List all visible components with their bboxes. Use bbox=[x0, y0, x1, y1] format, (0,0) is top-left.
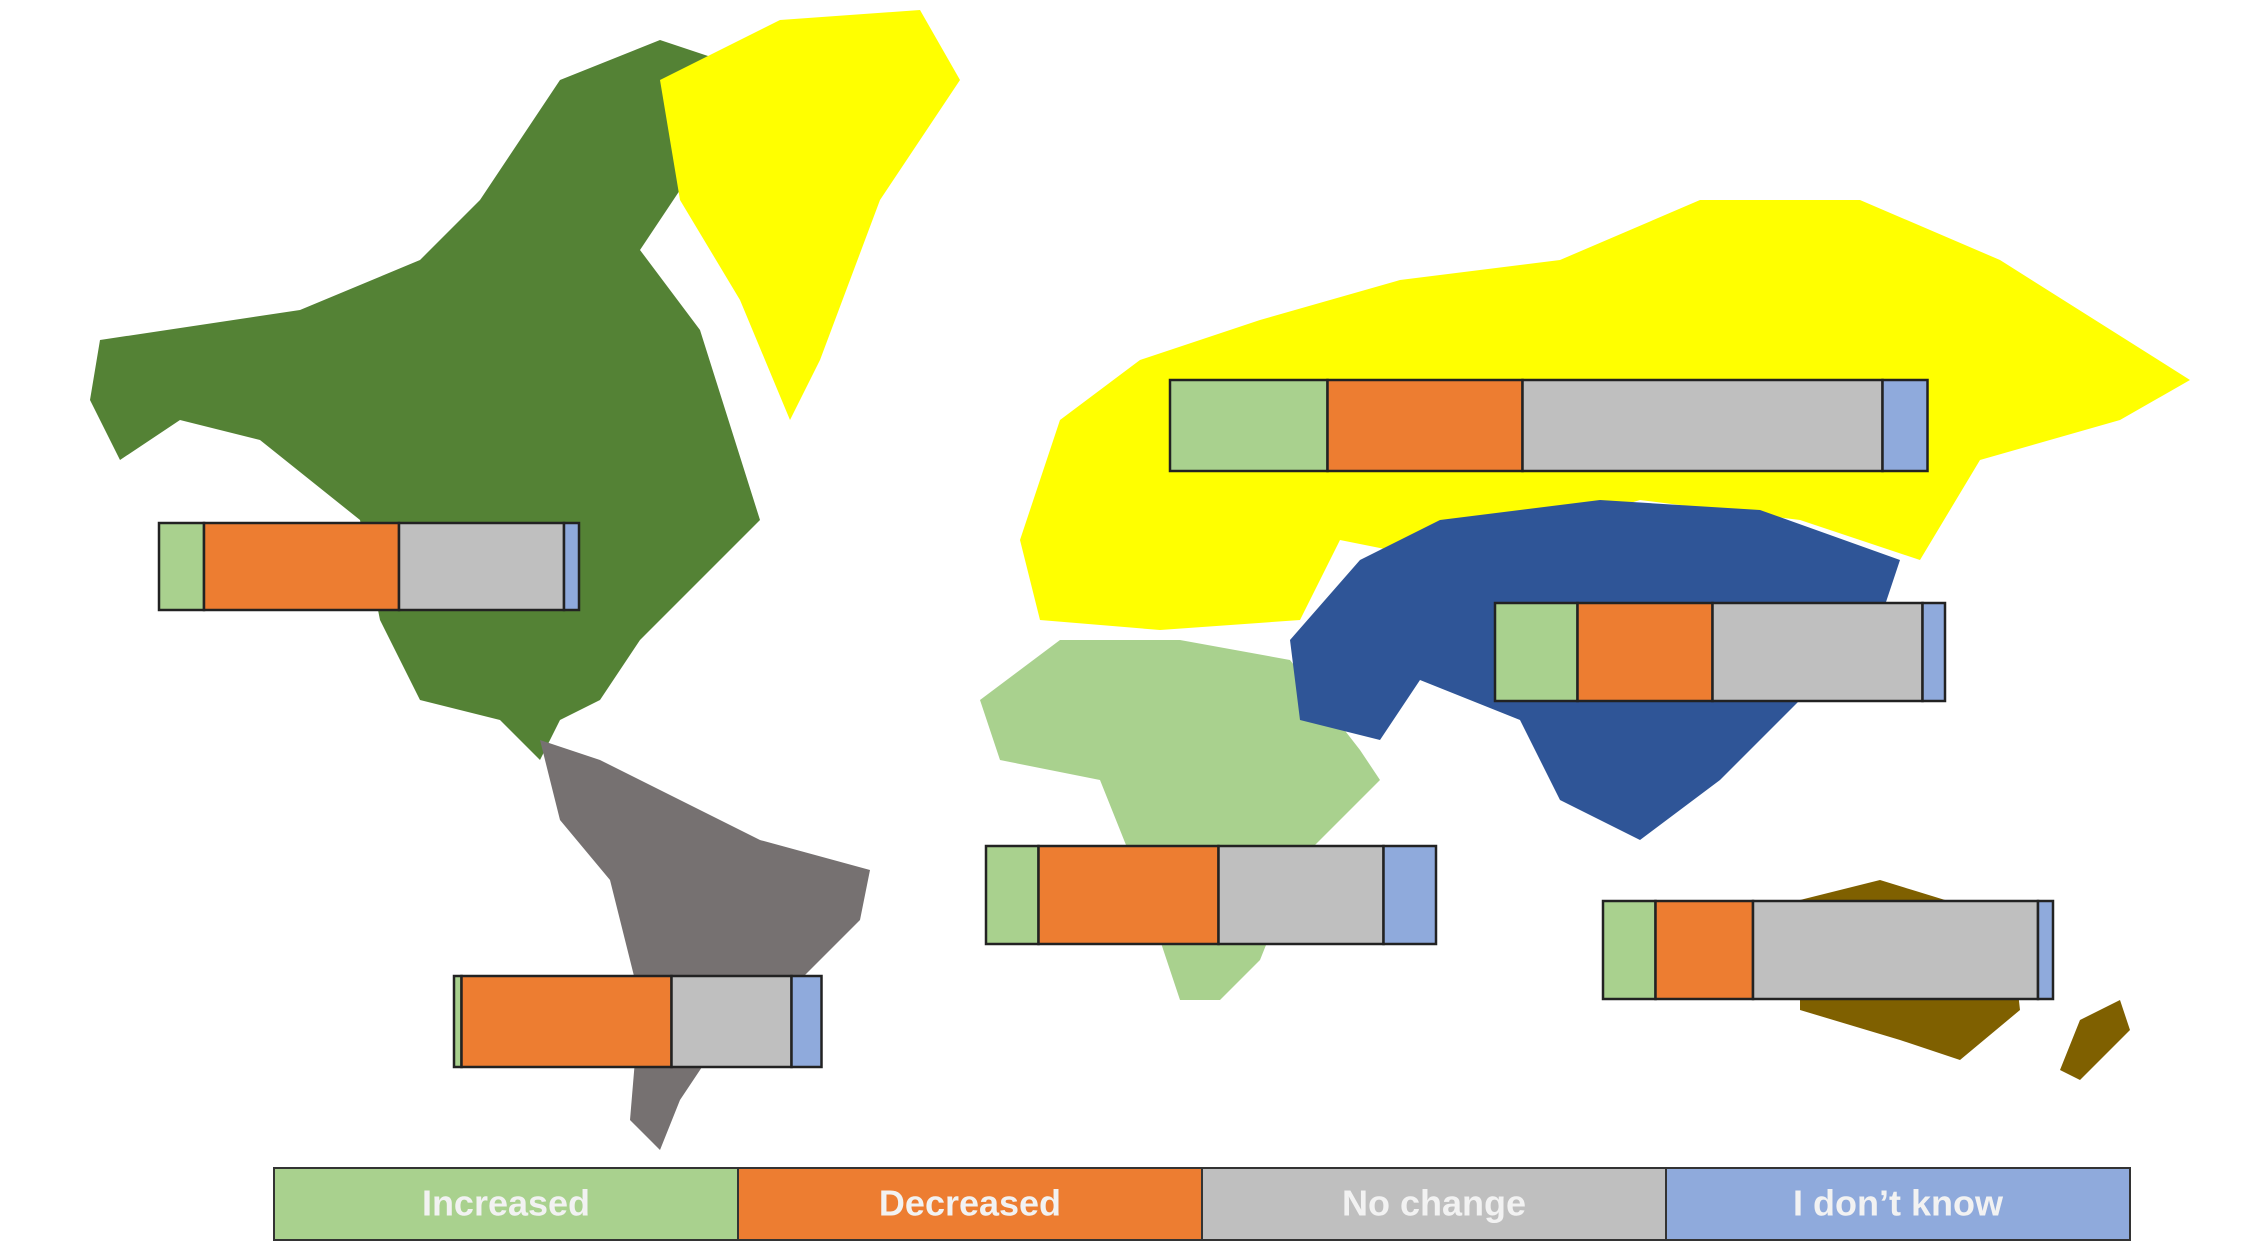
bar-segment bbox=[1881, 378, 1929, 473]
bar-segment bbox=[790, 974, 823, 1069]
bar-segment bbox=[1601, 899, 1657, 1001]
legend-label: No change bbox=[1342, 1183, 1526, 1224]
bar-segment bbox=[1382, 844, 1438, 946]
legend: Increased Decreased No change I don’t know bbox=[273, 1167, 2131, 1241]
bar-segment bbox=[1493, 601, 1579, 703]
bar-segment bbox=[1654, 899, 1755, 1001]
legend-swatch bbox=[273, 1167, 739, 1241]
bar-segment bbox=[460, 974, 673, 1069]
legend-label: Increased bbox=[422, 1183, 590, 1224]
bar-segment bbox=[1037, 844, 1220, 946]
bar-segment bbox=[1168, 378, 1329, 473]
bar-segment bbox=[1521, 378, 1884, 473]
bar-segment bbox=[202, 521, 401, 612]
bar-segment bbox=[984, 844, 1040, 946]
bar-segment bbox=[670, 974, 793, 1069]
legend-label: Decreased bbox=[879, 1183, 1061, 1224]
legend-swatch bbox=[1201, 1167, 1667, 1241]
bar-segment bbox=[1711, 601, 1924, 703]
bar-segment bbox=[1576, 601, 1714, 703]
greenland bbox=[660, 10, 960, 420]
bar-segment bbox=[1326, 378, 1524, 473]
south-america bbox=[540, 740, 870, 1150]
region-bars bbox=[157, 378, 2055, 1069]
bar-segment bbox=[397, 521, 566, 612]
legend-label: I don’t know bbox=[1793, 1183, 2004, 1224]
legend-swatch bbox=[1665, 1167, 2131, 1241]
bar-segment bbox=[2036, 899, 2055, 1001]
bar-segment bbox=[1921, 601, 1947, 703]
bar-segment bbox=[1751, 899, 2040, 1001]
bar-segment bbox=[1217, 844, 1385, 946]
legend-swatch bbox=[737, 1167, 1203, 1241]
bar-segment bbox=[562, 521, 581, 612]
bar-segment bbox=[157, 521, 206, 612]
north-america bbox=[90, 40, 760, 760]
